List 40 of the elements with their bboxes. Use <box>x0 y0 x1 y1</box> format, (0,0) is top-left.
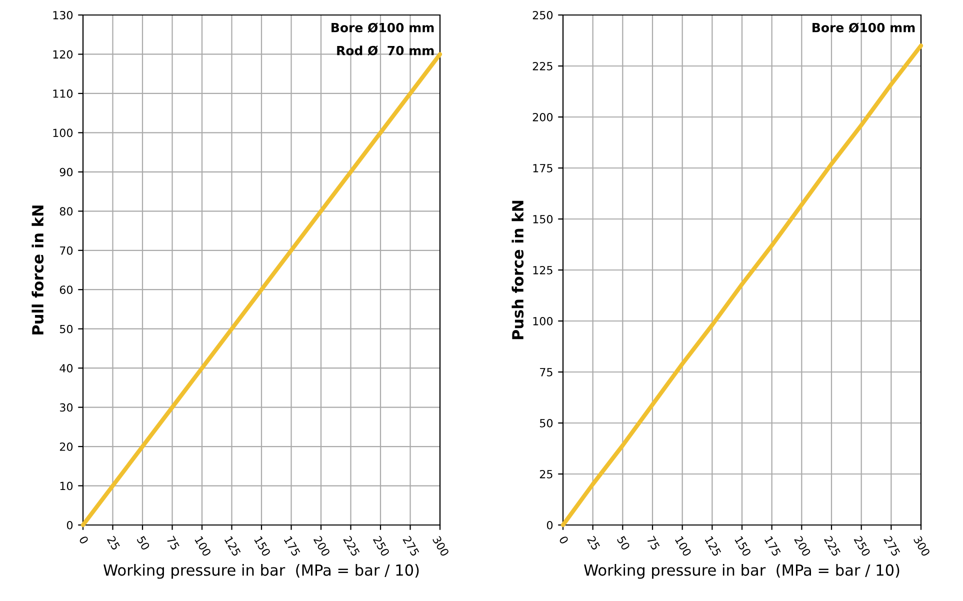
x-tick-label: 0 <box>78 535 89 545</box>
y-tick-label: 125 <box>533 266 552 274</box>
x-tick-label: 50 <box>136 536 150 551</box>
y-tick-label: 80 <box>60 207 73 216</box>
x-tick-label: 0 <box>558 535 569 545</box>
y-tick-label: 150 <box>533 214 553 224</box>
y-tick-label: 50 <box>540 418 553 428</box>
x-tick-label: 75 <box>646 536 660 550</box>
y-tick-label: 60 <box>60 286 73 294</box>
y-tick-label: 90 <box>60 168 73 176</box>
y-axis-title: Push force in kN <box>512 200 524 340</box>
annotation: Bore Ø100 mm <box>332 22 434 33</box>
y-tick-label: 0 <box>66 520 73 530</box>
x-tick-label: 75 <box>166 536 180 550</box>
y-tick-label: 225 <box>532 62 552 70</box>
x-axis-title: Working pressure in bar (MPa = bar / 10) <box>104 564 419 579</box>
annotation: Rod Ø 70 mm <box>337 46 434 56</box>
y-tick-label: 40 <box>60 364 73 372</box>
y-tick-label: 130 <box>53 10 73 20</box>
y-tick-label: 200 <box>532 112 553 122</box>
y-tick-label: 100 <box>53 128 73 138</box>
y-tick-label: 30 <box>60 403 73 412</box>
x-tick-label: 25 <box>106 536 120 550</box>
x-axis-title: Working pressure in bar (MPa = bar / 10) <box>584 564 900 579</box>
y-tick-label: 100 <box>533 316 553 326</box>
y-tick-label: 20 <box>60 442 73 451</box>
y-tick-label: 50 <box>60 324 73 334</box>
y-tick-label: 175 <box>533 164 552 172</box>
y-tick-label: 250 <box>532 10 553 20</box>
x-tick-label: 50 <box>616 536 630 551</box>
y-tick-label: 0 <box>546 520 553 530</box>
annotation: Bore Ø100 mm <box>812 22 915 33</box>
y-tick-label: 10 <box>60 482 73 490</box>
y-tick-label: 75 <box>540 368 552 376</box>
y-tick-label: 110 <box>53 89 73 98</box>
y-tick-label: 70 <box>60 246 73 255</box>
y-tick-label: 120 <box>53 50 73 59</box>
y-axis-title: Pull force in kN <box>32 206 44 334</box>
x-tick-label: 25 <box>586 536 600 550</box>
y-tick-label: 25 <box>540 470 552 478</box>
